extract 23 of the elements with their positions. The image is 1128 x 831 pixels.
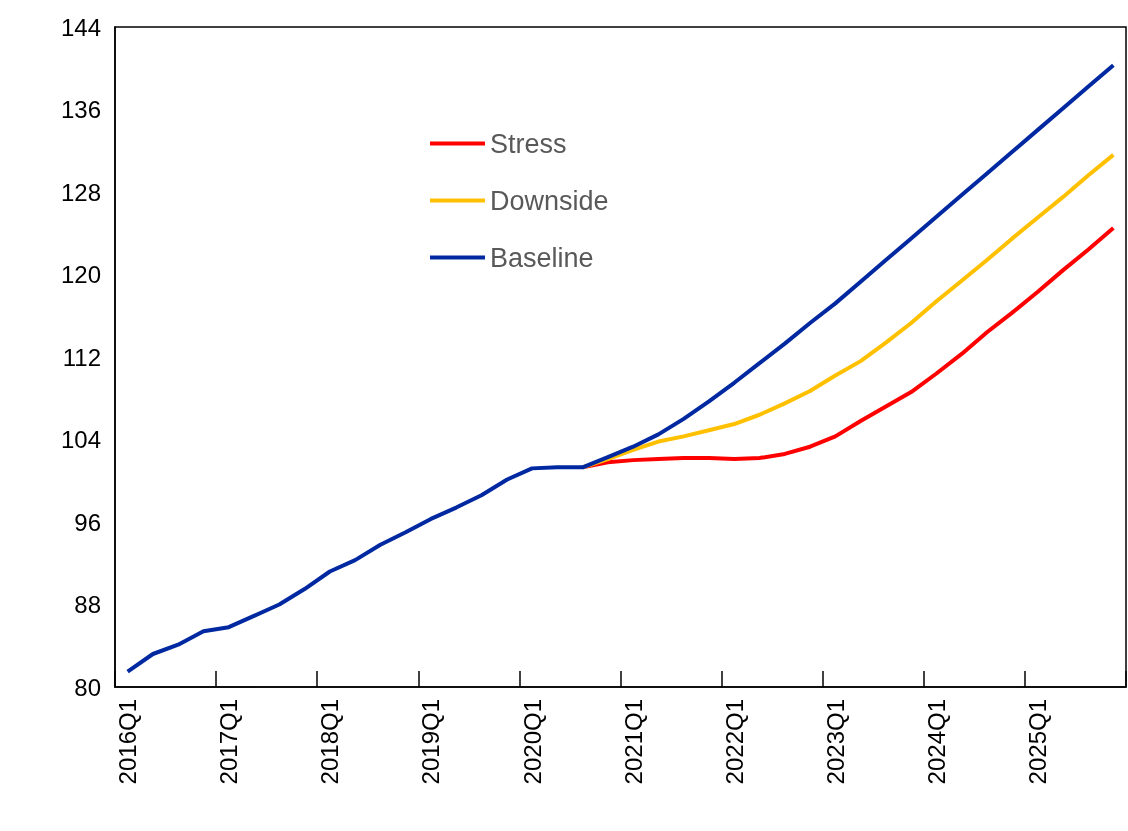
y-tick-label: 144 xyxy=(60,13,101,41)
legend-label: Stress xyxy=(490,128,567,159)
y-tick-label: 128 xyxy=(60,178,101,206)
x-tick-label: 2023Q1 xyxy=(821,699,849,785)
x-tick-label: 2016Q1 xyxy=(114,699,142,785)
x-tick-label: 2019Q1 xyxy=(417,699,445,785)
y-tick-label: 96 xyxy=(74,508,101,536)
x-tick-label: 2025Q1 xyxy=(1024,699,1052,785)
x-tick-label: 2017Q1 xyxy=(215,699,243,785)
x-tick-label: 2021Q1 xyxy=(619,699,647,785)
y-tick-label: 120 xyxy=(60,261,101,288)
legend-label: Baseline xyxy=(490,242,594,273)
y-tick-label: 80 xyxy=(74,673,101,701)
y-tick-label: 112 xyxy=(62,343,101,371)
x-tick-label: 2020Q1 xyxy=(518,699,546,785)
legend-label: Downside xyxy=(490,185,609,216)
line-series xyxy=(125,63,1116,674)
y-tick-label: 104 xyxy=(60,426,101,453)
y-tick-label: 88 xyxy=(74,591,101,618)
x-tick-label: 2024Q1 xyxy=(922,699,950,785)
x-tick-label: 2018Q1 xyxy=(316,699,344,785)
y-tick-label: 136 xyxy=(60,96,101,123)
x-tick-label: 2022Q1 xyxy=(720,699,748,785)
